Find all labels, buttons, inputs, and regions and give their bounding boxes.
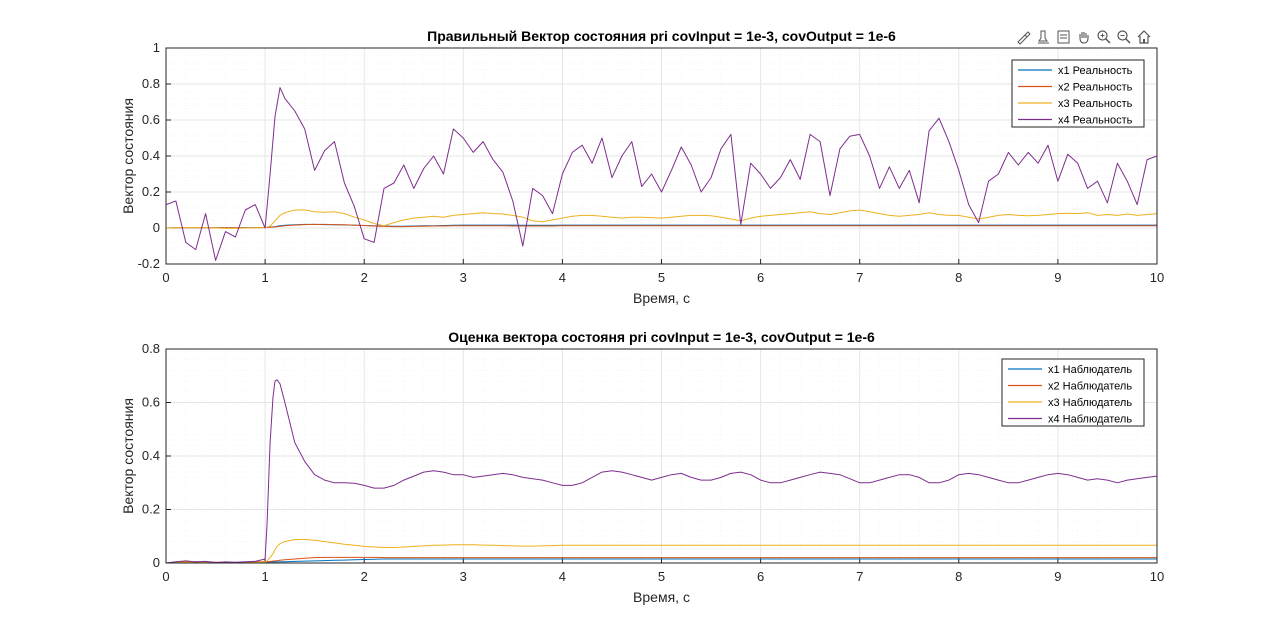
x-tick-label: 9 [1054,569,1061,584]
y-tick-label: 0.4 [142,148,160,163]
zoom-in-icon [1096,29,1111,44]
data-tips-button[interactable] [1034,27,1053,46]
brush-icon [1016,30,1031,45]
x-tick-label: 0 [162,270,169,285]
x-tick-label: 4 [559,569,566,584]
x-tick-label: 1 [261,270,268,285]
y-tick-label: -0.2 [138,256,160,271]
axes-box [165,348,1158,564]
home-icon [1137,29,1150,44]
figure-toolbar [1014,27,1153,47]
legend-label-x1: x1 Наблюдатель [1048,364,1132,376]
axes-box [165,47,1158,265]
y-tick-label: 0.6 [142,395,160,410]
zoom-out-button[interactable] [1114,27,1133,46]
x-tick-label: 6 [757,270,764,285]
x-tick-label: 7 [856,270,863,285]
x-tick-label: 5 [658,270,665,285]
x-axis-label: Время, с [633,290,690,306]
x-tick-label: 4 [559,270,566,285]
x-tick-label: 10 [1150,270,1164,285]
y-tick-label: 0.8 [142,341,160,356]
pan-icon [1078,31,1089,44]
zoom-out-icon [1116,29,1131,44]
series-line-x4 [166,379,1157,563]
legend: x1 Реальность x2 Реальность x3 Реальность x… [1011,59,1145,128]
datatip-icon [1057,30,1069,43]
series-line-x4 [166,87,1157,261]
y-tick-label: 0.6 [142,112,160,127]
x-tick-label: 3 [460,569,467,584]
legend-label-x4: x4 Наблюдатель [1048,414,1132,426]
series-line-x2 [166,223,1157,229]
chart-1: 0 1 2 3 4 5 6 7 8 9 10-0.200.20.40.60.81Правильный… [120,28,1164,306]
y-tick-label: 1 [153,40,160,55]
x-tick-label: 9 [1054,270,1061,285]
x-tick-label: 2 [361,569,368,584]
brush-button[interactable] [1014,27,1033,46]
y-tick-label: 0 [153,555,160,570]
legend: x1 Наблюдатель x2 Наблюдатель x3 Наблюдате… [1001,358,1145,427]
legend-label-x3: x3 Реальность [1058,98,1133,110]
x-tick-label: 8 [955,270,962,285]
chart-2: 0 1 2 3 4 5 6 7 8 9 10 0 0.2 0.4 0.6 0.8 Оценка вектора … [120,329,1164,605]
y-axis-label: Вектор состояния [120,98,136,214]
y-axis-label: Вектор состояния [120,398,136,514]
x-tick-label: 3 [460,270,467,285]
zoom-in-button[interactable] [1094,27,1113,46]
x-axis-label: Время, с [633,589,690,605]
series-line-x3 [166,539,1157,563]
legend-label-x2: x2 Наблюдатель [1048,381,1132,393]
home-button[interactable] [1134,27,1153,46]
datatip-button[interactable] [1054,27,1073,46]
x-tick-label: 0 [162,569,169,584]
legend-label-x1: x1 Реальность [1058,65,1133,77]
y-tick-label: 0.2 [142,502,160,517]
legend-box [1001,358,1145,427]
series-line-x3 [166,209,1157,229]
x-tick-label: 6 [757,569,764,584]
chart-title: Оценка вектора состояня pri covInput = 1… [448,329,875,345]
x-tick-label: 1 [261,569,268,584]
y-tick-label: 0 [153,220,160,235]
x-tick-label: 5 [658,569,665,584]
pan-button[interactable] [1074,27,1093,46]
data-tips-icon [1037,30,1049,43]
x-tick-label: 10 [1150,569,1164,584]
series-line-x1 [166,558,1157,563]
x-tick-label: 2 [361,270,368,285]
chart-title: Правильный Вектор состояния pri covInput… [427,28,896,44]
y-tick-label: 0.4 [142,448,160,463]
x-tick-label: 8 [955,569,962,584]
legend-label-x3: x3 Наблюдатель [1048,397,1132,409]
legend-label-x4: x4 Реальность [1058,115,1133,127]
y-tick-label: 0.8 [142,76,160,91]
y-tick-label: 0.2 [142,184,160,199]
legend-box [1011,59,1145,128]
x-tick-label: 7 [856,569,863,584]
series-line-x2 [166,556,1157,563]
legend-label-x2: x2 Реальность [1058,82,1133,94]
